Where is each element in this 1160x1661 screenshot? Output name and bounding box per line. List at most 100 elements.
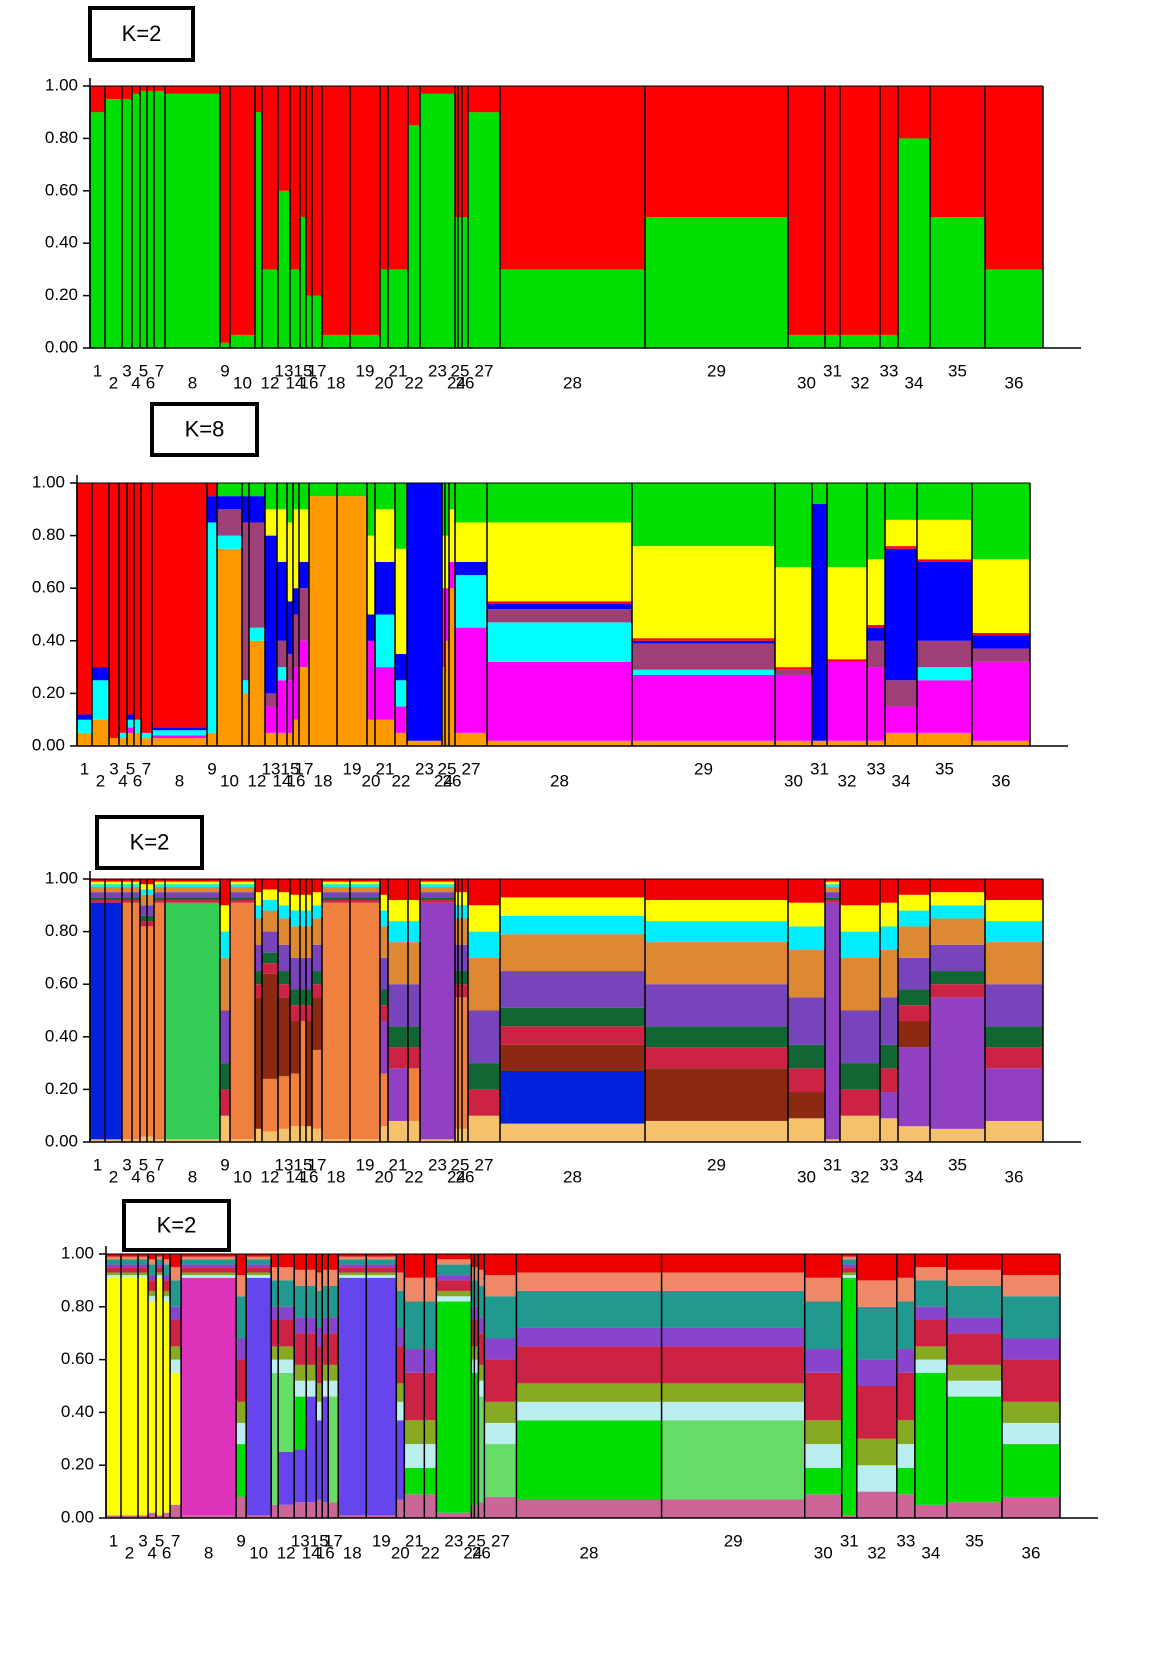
membership-segment bbox=[436, 1290, 472, 1297]
membership-segment bbox=[880, 1068, 898, 1093]
membership-segment bbox=[249, 483, 265, 497]
membership-segment bbox=[290, 86, 300, 270]
membership-segment bbox=[277, 640, 287, 668]
membership-segment bbox=[885, 519, 917, 547]
y-tick-label: 0.20 bbox=[32, 683, 65, 702]
membership-segment bbox=[255, 971, 262, 985]
membership-segment bbox=[388, 921, 408, 943]
population-label: 23 bbox=[428, 1155, 447, 1174]
membership-segment bbox=[278, 1254, 295, 1268]
membership-segment bbox=[306, 295, 312, 348]
membership-segment bbox=[338, 1275, 367, 1278]
membership-segment bbox=[388, 269, 408, 348]
membership-segment bbox=[277, 561, 287, 641]
membership-segment bbox=[90, 884, 105, 887]
membership-segment bbox=[462, 918, 468, 945]
membership-segment bbox=[220, 1063, 230, 1090]
membership-segment bbox=[449, 509, 455, 562]
membership-segment bbox=[265, 706, 277, 733]
membership-segment bbox=[140, 879, 147, 885]
membership-segment bbox=[236, 1444, 247, 1497]
membership-segment bbox=[468, 879, 500, 906]
population-label: 19 bbox=[356, 1155, 375, 1174]
membership-segment bbox=[328, 1380, 339, 1397]
membership-segment bbox=[255, 944, 262, 972]
membership-segment bbox=[236, 1422, 247, 1445]
membership-segment bbox=[246, 1267, 272, 1273]
membership-segment bbox=[366, 1272, 397, 1276]
population-label: 24 bbox=[447, 373, 466, 392]
membership-segment bbox=[424, 1444, 437, 1468]
membership-segment bbox=[338, 1264, 367, 1268]
membership-segment bbox=[122, 1139, 132, 1142]
membership-segment bbox=[408, 1026, 420, 1048]
membership-segment bbox=[92, 667, 109, 681]
membership-segment bbox=[468, 957, 500, 1011]
population-label: 21 bbox=[405, 1531, 424, 1550]
membership-segment bbox=[255, 1128, 262, 1142]
membership-segment bbox=[165, 897, 220, 901]
panel-title: K=8 bbox=[185, 416, 225, 441]
population-label: 18 bbox=[343, 1543, 362, 1562]
membership-segment bbox=[106, 1256, 122, 1260]
y-tick-label: 0.40 bbox=[45, 233, 78, 252]
population-label: 13 bbox=[275, 361, 294, 380]
membership-segment bbox=[775, 567, 812, 668]
membership-segment bbox=[632, 643, 775, 670]
membership-segment bbox=[156, 1275, 164, 1278]
membership-segment bbox=[478, 1317, 485, 1334]
population-label: 19 bbox=[343, 759, 362, 778]
membership-segment bbox=[154, 902, 165, 1140]
membership-segment bbox=[804, 1372, 842, 1421]
membership-segment bbox=[788, 997, 825, 1045]
membership-segment bbox=[278, 984, 290, 998]
membership-segment bbox=[442, 588, 445, 668]
membership-segment bbox=[262, 269, 278, 348]
membership-segment bbox=[841, 1515, 857, 1518]
membership-segment bbox=[985, 1068, 1043, 1121]
population-label: 10 bbox=[233, 1167, 252, 1186]
population-label: 26 bbox=[472, 1543, 491, 1562]
membership-segment bbox=[207, 732, 217, 746]
membership-segment bbox=[312, 997, 322, 1050]
membership-segment bbox=[140, 921, 147, 927]
membership-segment bbox=[380, 1073, 388, 1127]
membership-segment bbox=[316, 1290, 323, 1328]
membership-segment bbox=[249, 640, 265, 746]
membership-segment bbox=[322, 886, 350, 893]
population-label: 6 bbox=[146, 1167, 155, 1186]
membership-segment bbox=[322, 892, 350, 898]
membership-segment bbox=[898, 957, 930, 990]
membership-segment bbox=[917, 519, 972, 560]
membership-segment bbox=[140, 91, 147, 349]
population-label: 2 bbox=[109, 1167, 118, 1186]
membership-segment bbox=[972, 648, 1030, 662]
membership-segment bbox=[106, 1275, 122, 1278]
membership-segment bbox=[271, 1267, 279, 1281]
membership-segment bbox=[841, 1272, 857, 1276]
membership-segment bbox=[804, 1277, 842, 1302]
membership-segment bbox=[300, 86, 306, 217]
membership-segment bbox=[316, 1327, 323, 1347]
membership-segment bbox=[278, 1267, 295, 1281]
membership-segment bbox=[181, 1267, 237, 1273]
population-label: 21 bbox=[389, 1155, 408, 1174]
membership-segment bbox=[277, 483, 287, 510]
membership-segment bbox=[898, 894, 930, 911]
population-label: 1 bbox=[80, 759, 89, 778]
membership-segment bbox=[271, 1320, 279, 1347]
membership-segment bbox=[316, 1346, 323, 1384]
membership-segment bbox=[140, 915, 147, 922]
membership-segment bbox=[840, 957, 880, 1011]
membership-segment bbox=[366, 1256, 397, 1260]
membership-segment bbox=[395, 483, 407, 549]
membership-segment bbox=[278, 1504, 295, 1518]
membership-segment bbox=[1001, 1401, 1060, 1423]
membership-segment bbox=[163, 1275, 171, 1281]
membership-segment bbox=[293, 614, 299, 668]
membership-segment bbox=[500, 879, 645, 898]
membership-segment bbox=[972, 740, 1030, 746]
population-label: 3 bbox=[109, 759, 118, 778]
